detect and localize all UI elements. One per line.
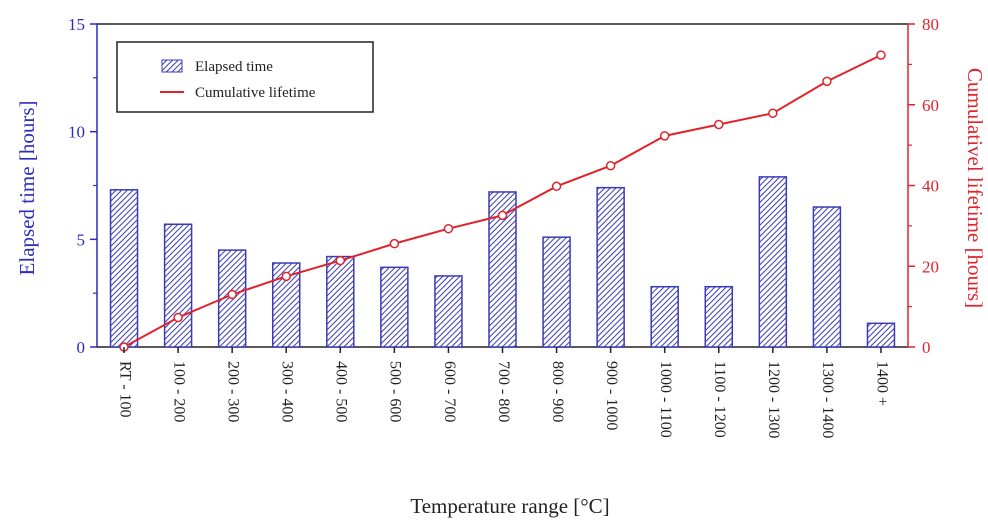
x-tick-label-5: 500 - 600 — [387, 361, 404, 422]
right-tick-label-4: 80 — [922, 15, 939, 34]
line-point-1 — [173, 312, 183, 323]
line-point-9 — [605, 160, 616, 171]
left-tick-label-3: 15 — [68, 15, 85, 34]
right-tick-label-0: 0 — [922, 338, 931, 357]
legend-swatch-elapsed-time — [161, 59, 183, 73]
right-tick-label-3: 60 — [922, 96, 939, 115]
x-axis-ticks: RT - 100 100 - 200 200 - 300 300 - 400 400 -… — [116, 347, 890, 438]
x-tick-label-11: 1100 - 1200 — [711, 361, 728, 438]
bar-13 — [812, 206, 842, 348]
left-tick-label-2: 10 — [68, 123, 85, 142]
line-point-2 — [227, 289, 237, 300]
line-point-6 — [443, 223, 454, 234]
left-tick-label-1: 5 — [77, 230, 86, 249]
line-point-10 — [659, 131, 670, 141]
bar-11 — [704, 285, 734, 348]
bar-8 — [542, 236, 571, 348]
x-tick-label-10: 1000 - 1100 — [657, 361, 674, 438]
right-axis-label: Cumulativel lifetime [hours] — [963, 68, 987, 308]
left-axis-label: Elapsed time [hours] — [15, 101, 39, 276]
x-tick-label-6: 600 - 700 — [441, 361, 458, 422]
bar-4 — [326, 255, 355, 348]
x-tick-label-12: 1200 - 1300 — [765, 361, 782, 438]
bar-series — [109, 176, 896, 348]
x-tick-label-13: 1300 - 1400 — [819, 361, 836, 438]
right-tick-label-1: 20 — [922, 257, 939, 276]
line-point-11 — [714, 119, 724, 130]
left-tick-label-0: 0 — [77, 338, 86, 357]
bar-6 — [434, 275, 463, 348]
left-axis-ticks: 0 5 10 15 — [68, 15, 97, 357]
bar-10 — [650, 285, 679, 348]
x-tick-label-7: 700 - 800 — [495, 361, 512, 422]
right-axis-ticks: 0 20 40 60 80 — [908, 15, 939, 357]
x-tick-label-9: 900 - 1000 — [603, 361, 620, 430]
legend-label-elapsed-time: Elapsed time — [195, 59, 273, 75]
line-point-14 — [876, 50, 886, 60]
bar-5 — [380, 266, 409, 348]
line-point-7 — [497, 210, 508, 221]
x-tick-label-4: 400 - 500 — [333, 361, 350, 422]
line-point-13 — [822, 76, 832, 87]
bar-9 — [596, 186, 625, 348]
bar-1 — [163, 223, 193, 348]
bar-12 — [758, 176, 788, 348]
line-series — [119, 50, 886, 352]
line-point-8 — [551, 181, 562, 192]
line-point-4 — [335, 255, 346, 266]
x-axis-label: Temperature range [°C] — [410, 494, 609, 518]
x-tick-label-8: 800 - 900 — [549, 361, 566, 422]
x-tick-label-2: 200 - 300 — [224, 361, 241, 422]
legend-label-cumulative-lifetime: Cumulative lifetime — [195, 85, 316, 101]
bar-14 — [866, 322, 896, 348]
legend-frame — [116, 41, 374, 113]
right-tick-label-2: 40 — [922, 177, 939, 196]
line-point-3 — [281, 271, 291, 282]
bar-0 — [109, 189, 139, 348]
x-tick-label-1: 100 - 200 — [170, 361, 187, 422]
x-tick-label-3: 300 - 400 — [279, 361, 296, 422]
legend: Elapsed time Cumulative lifetime — [116, 41, 374, 113]
line-point-5 — [389, 238, 400, 249]
line-point-12 — [768, 108, 778, 118]
x-tick-label-14: 1400 + — [873, 361, 890, 406]
x-tick-label-0: RT - 100 — [116, 361, 133, 418]
